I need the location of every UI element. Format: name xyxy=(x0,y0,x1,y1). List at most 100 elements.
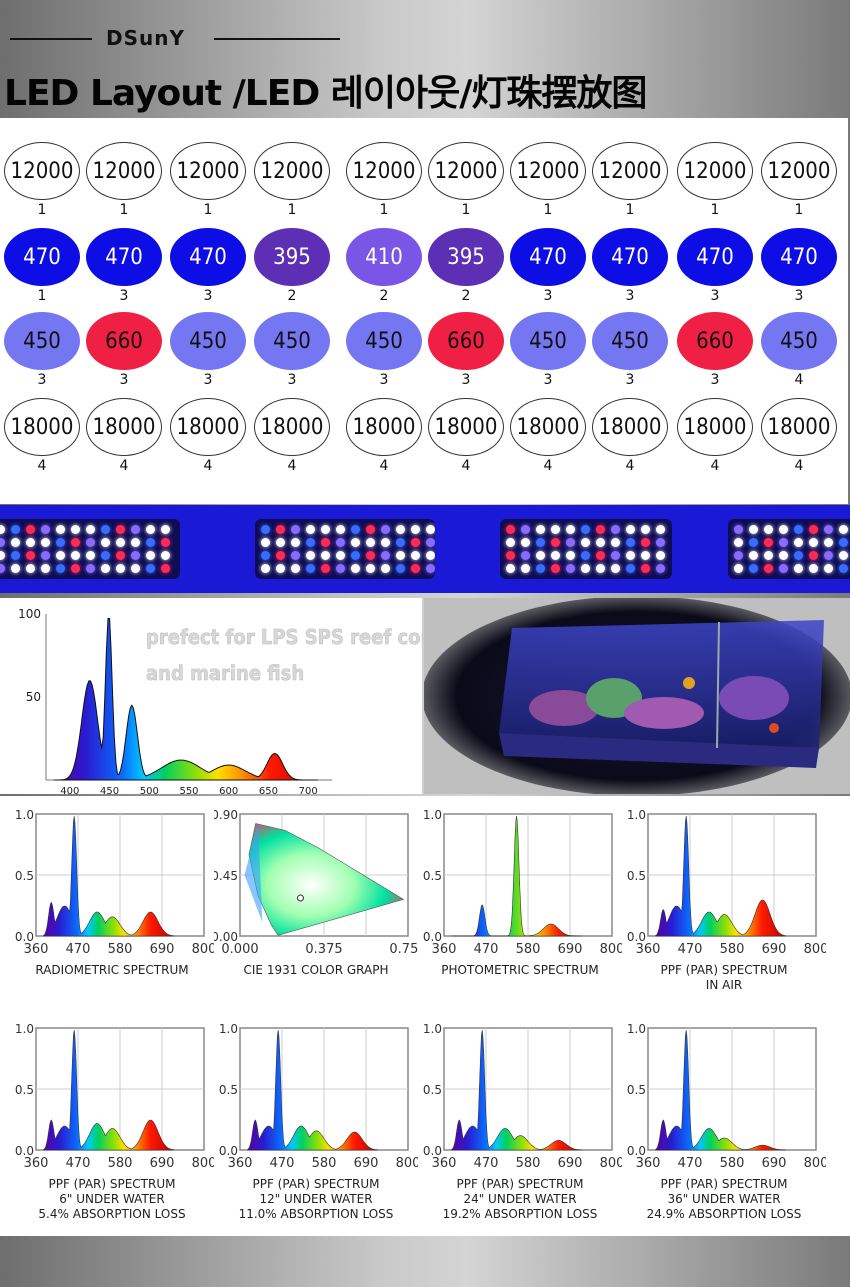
x-tick-label: 800 xyxy=(192,942,214,957)
bottom-band xyxy=(0,1236,850,1287)
led-dot xyxy=(611,538,620,547)
led-dot xyxy=(381,538,390,547)
y-tick-label: 1.0 xyxy=(627,810,646,822)
led-dot xyxy=(116,551,125,560)
spectrum-chart: 1.0 0.5 0.0 360 470 580 690 800 PPF (PAR) SPECTR… xyxy=(214,1022,421,1234)
led-dot xyxy=(506,551,515,560)
led-dot xyxy=(336,525,345,534)
chart-title-line: PPF (PAR) SPECTRUM xyxy=(456,1177,584,1191)
led-cluster xyxy=(0,519,180,579)
x-tick-label: 580 xyxy=(720,942,745,957)
led-12000: 12000 xyxy=(86,142,162,200)
led-18000: 18000 xyxy=(761,398,837,456)
x-tick-label: 800 xyxy=(804,942,826,957)
led-470: 470 xyxy=(86,228,162,286)
cie-blue-region xyxy=(244,823,263,923)
spectrum-chart: 1.0 0.5 0.0 360 470 580 690 800 PPF (PAR) SPECTR… xyxy=(418,1022,625,1234)
led-dot xyxy=(809,564,818,573)
led-470: 470 xyxy=(761,228,837,286)
led-dot xyxy=(131,525,140,534)
led-dot xyxy=(366,538,375,547)
x-tick-label: 360 xyxy=(228,1156,253,1171)
led-dot xyxy=(101,525,110,534)
led-12000: 12000 xyxy=(592,142,668,200)
led-count: 1 xyxy=(119,202,129,218)
led-dot xyxy=(116,564,125,573)
chart-title: RADIOMETRIC SPECTRUM xyxy=(10,963,214,978)
led-18000: 18000 xyxy=(86,398,162,456)
led-dot xyxy=(351,525,360,534)
led-count: 1 xyxy=(287,202,297,218)
led-12000: 12000 xyxy=(346,142,422,200)
spectrum-chart: 1.0 0.5 0.0 360 470 580 690 800 PPF (PAR) SPECTR… xyxy=(622,808,829,1020)
led-660: 660 xyxy=(677,312,753,370)
led-660: 660 xyxy=(428,312,504,370)
chart-title-line: CIE 1931 COLOR GRAPH xyxy=(243,963,389,977)
x-tick-label: 690 xyxy=(762,942,787,957)
led-dot xyxy=(749,551,758,560)
led-dot xyxy=(101,551,110,560)
led-dot xyxy=(396,551,405,560)
spectrum-chart: 1.0 0.5 0.0 360 470 580 690 800 PPF (PAR) SPECTR… xyxy=(10,1022,217,1234)
led-dot xyxy=(26,551,35,560)
chart-title: PPF (PAR) SPECTRUM 6" UNDER WATER 5.4% ABS… xyxy=(10,1177,214,1222)
y-tick-label: 1.0 xyxy=(423,1024,442,1036)
led-dot xyxy=(56,525,65,534)
led-dot xyxy=(521,538,530,547)
led-dot xyxy=(551,538,560,547)
led-dot xyxy=(521,551,530,560)
led-dot xyxy=(779,551,788,560)
led-dot xyxy=(551,551,560,560)
led-dot xyxy=(749,564,758,573)
led-dot xyxy=(839,551,848,560)
led-dot xyxy=(581,525,590,534)
led-dot xyxy=(734,564,743,573)
led-dot xyxy=(351,564,360,573)
x-tick-label: 800 xyxy=(192,1156,214,1171)
led-dot xyxy=(41,564,50,573)
led-dot xyxy=(0,538,5,547)
spectrum-chart: 1.0 0.5 0.0 360 470 580 690 800 RADIOMETRIC SPEC… xyxy=(10,808,217,1020)
led-470: 470 xyxy=(4,228,80,286)
led-dot xyxy=(536,564,545,573)
main-spectrum-area xyxy=(53,618,318,781)
caption-line-2: and marine fish xyxy=(146,661,304,685)
led-dot xyxy=(351,538,360,547)
led-dot xyxy=(794,551,803,560)
led-dot xyxy=(809,538,818,547)
x-tick-label: 800 xyxy=(600,942,622,957)
y-tick-label: 0.0 xyxy=(627,1144,646,1158)
led-dot xyxy=(0,525,5,534)
led-dot xyxy=(824,551,833,560)
led-dot xyxy=(101,564,110,573)
y-tick-label: 0.5 xyxy=(423,869,442,883)
led-count: 3 xyxy=(287,372,297,388)
led-count: 3 xyxy=(119,288,129,304)
y-tick-label: 100 xyxy=(18,607,41,621)
led-dot xyxy=(764,538,773,547)
led-450: 450 xyxy=(254,312,330,370)
led-dot xyxy=(336,564,345,573)
cie-gamut xyxy=(248,823,405,936)
led-dot xyxy=(71,551,80,560)
x-tick-label: 470 xyxy=(270,1156,295,1171)
y-tick-label: 0.0 xyxy=(423,1144,442,1158)
led-dot xyxy=(276,525,285,534)
x-tick-label: 500 xyxy=(140,786,159,794)
main-spectrum-chart: 100 50 400 450 500 550 600 650 700 prefect for LP… xyxy=(18,607,448,797)
y-tick-label: 0.5 xyxy=(627,1083,646,1097)
led-dot xyxy=(581,538,590,547)
led-18000: 18000 xyxy=(254,398,330,456)
led-cluster xyxy=(500,519,672,579)
led-dot xyxy=(291,538,300,547)
led-dot xyxy=(551,564,560,573)
led-dot xyxy=(824,564,833,573)
led-dot xyxy=(641,525,650,534)
led-dot xyxy=(506,538,515,547)
led-dot xyxy=(596,525,605,534)
led-dot xyxy=(146,538,155,547)
chart-title-line: IN AIR xyxy=(705,978,743,992)
led-dot xyxy=(794,538,803,547)
led-count: 1 xyxy=(543,202,553,218)
x-tick-label: 580 xyxy=(720,1156,745,1171)
